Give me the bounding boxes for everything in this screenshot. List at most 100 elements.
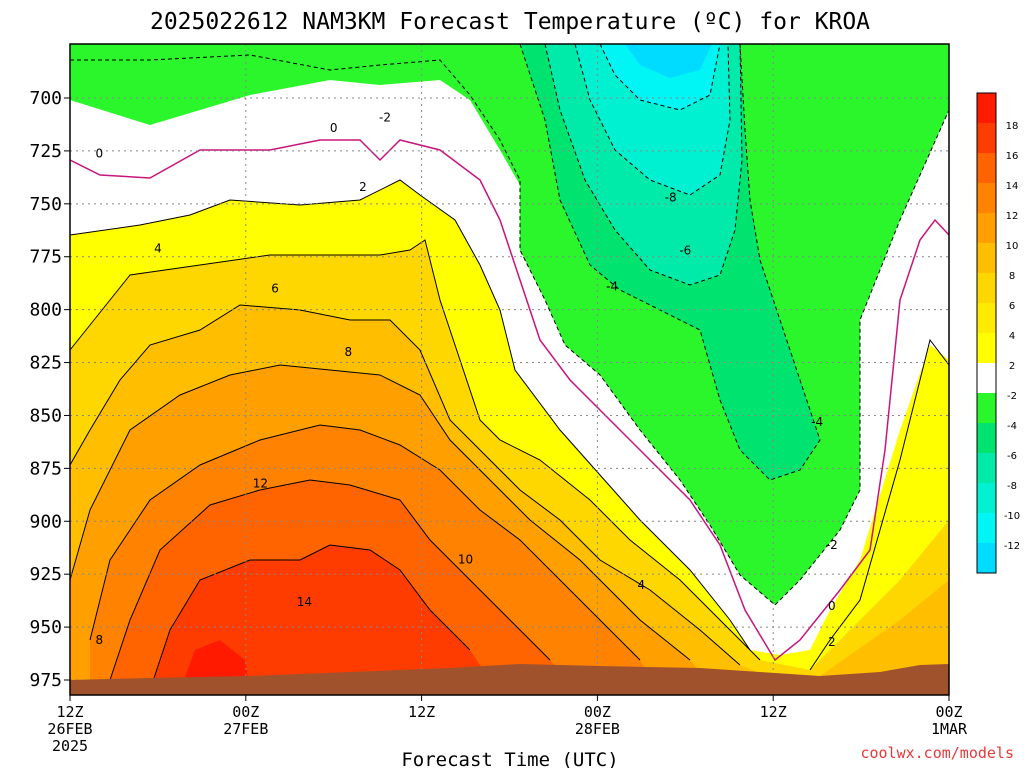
colorbar-label: 6 (1009, 301, 1015, 312)
contour-labels: 0 0 -2 2 4 6 8 12 14 10 4 8 -8 -6 -4 -4 -2 0 2 (95, 110, 837, 649)
colorbar-swatch (977, 243, 996, 273)
contour-label: 0 (828, 599, 836, 613)
y-tick-label: 725 (29, 141, 62, 162)
contour-6 (70, 304, 741, 666)
credit-text: coolwx.com/models (860, 744, 1014, 762)
contour-minus-4 (519, 44, 821, 481)
colorbar-swatch (977, 93, 996, 123)
y-tick-label: 825 (29, 353, 62, 374)
contour-14 (149, 544, 471, 691)
colorbar-swatch (977, 303, 996, 333)
colorbar-swatch (977, 363, 996, 393)
colorbar-label: 4 (1009, 331, 1015, 342)
x-tick-label: 28FEB (575, 720, 620, 738)
contour-minus-6 (544, 44, 743, 286)
x-axis-label: Forecast Time (UTC) (401, 749, 618, 768)
x-tick-label: 12Z (760, 703, 787, 721)
colorbar-label: 18 (1006, 121, 1019, 132)
colorbar-swatch (977, 393, 996, 423)
x-tick-label: 00Z (232, 703, 259, 721)
y-tick-label: 850 (29, 405, 62, 426)
x-tick-label: 00Z (584, 703, 611, 721)
y-tick-label: 700 (29, 88, 62, 109)
plot-area: 0 0 -2 2 4 6 8 12 14 10 4 8 -8 -6 -4 -4 -2 0 2 (70, 44, 949, 695)
colorbar-label: -8 (1007, 481, 1017, 492)
contour-label: 4 (638, 578, 646, 592)
contour-minus-10 (599, 44, 721, 111)
y-tick-label: 875 (29, 458, 62, 479)
contour-label: 4 (154, 241, 162, 255)
y-tick-label: 900 (29, 511, 62, 532)
contour-label: 2 (359, 180, 367, 194)
contour-label: 0 (330, 121, 338, 135)
colorbar-label: -6 (1007, 451, 1017, 462)
contour-east-2 (809, 338, 949, 671)
contour-label: 0 (95, 146, 103, 160)
contour-12 (109, 479, 551, 681)
plot-frame (69, 43, 950, 696)
contour-label: -2 (379, 110, 391, 124)
x-tick-label: 12Z (56, 703, 83, 721)
colorbar-swatch (977, 483, 996, 513)
colorbar-swatch (977, 153, 996, 183)
y-axis-ticks: 700 725 750 775 800 825 850 875 900 925 950 975 (29, 88, 70, 691)
contour-label: 8 (95, 633, 103, 647)
y-tick-label: 775 (29, 247, 62, 268)
band-cold-below-12 (625, 44, 712, 78)
contour-zero-line (70, 139, 949, 662)
x-tick-label: 26FEB (47, 720, 92, 738)
colorbar-label: 10 (1006, 241, 1019, 252)
y-tick-label: 750 (29, 194, 62, 215)
contour-label: -6 (679, 244, 691, 258)
colorbar-swatch (977, 273, 996, 303)
contour-8 (70, 364, 691, 661)
y-tick-label: 950 (29, 617, 62, 638)
contour-label: 6 (271, 282, 279, 296)
colorbar-swatch (977, 543, 996, 573)
contour-label: -4 (811, 415, 823, 429)
x-tick-label: 00Z (935, 703, 962, 721)
colorbar-label: -12 (1004, 541, 1020, 552)
contour-label: 10 (458, 553, 473, 567)
contour-4 (70, 239, 761, 661)
colorbar-label: 12 (1006, 211, 1019, 222)
ground-terrain (70, 664, 949, 695)
chart-title: 2025022612 NAM3KM Forecast Temperature (… (150, 9, 870, 35)
contour-label: 2 (828, 635, 836, 649)
y-tick-label: 975 (29, 670, 62, 691)
colorbar-label: -10 (1004, 511, 1020, 522)
colorbar-label: 2 (1009, 361, 1015, 372)
y-tick-label: 800 (29, 300, 62, 321)
contour-label: -2 (826, 538, 838, 552)
colorbar-swatch (977, 423, 996, 453)
contour-label: 12 (253, 476, 268, 490)
colorbar-swatch (977, 183, 996, 213)
colorbar-legend: 18 16 14 12 10 8 6 4 2 -2 -4 -6 -8 -10 -12 (976, 92, 1020, 574)
y-tick-label: 925 (29, 564, 62, 585)
contour-2 (70, 179, 751, 651)
colorbar-label: -2 (1007, 391, 1017, 402)
colorbar-label: 8 (1009, 271, 1015, 282)
contour-minus-2 (70, 54, 949, 606)
contour-lines (70, 179, 949, 691)
x-tick-label: 2025 (52, 737, 88, 755)
contour-label: -4 (606, 280, 618, 294)
x-tick-label: 1MAR (931, 720, 968, 738)
colorbar-swatch (977, 333, 996, 363)
colorbar-swatch (977, 213, 996, 243)
contour-label: 14 (297, 595, 312, 609)
contour-label: 8 (345, 345, 353, 359)
colorbar-label: 14 (1006, 181, 1019, 192)
x-tick-label: 12Z (408, 703, 435, 721)
colorbar-frame (976, 92, 997, 574)
contour-10 (89, 424, 641, 661)
contour-lines-dashed (70, 44, 949, 606)
x-tick-label: 27FEB (223, 720, 268, 738)
colorbar-swatch (977, 513, 996, 543)
colorbar-swatch (977, 453, 996, 483)
contour-label: -8 (665, 191, 677, 205)
colorbar-label: -4 (1007, 421, 1017, 432)
colorbar-swatch (977, 123, 996, 153)
